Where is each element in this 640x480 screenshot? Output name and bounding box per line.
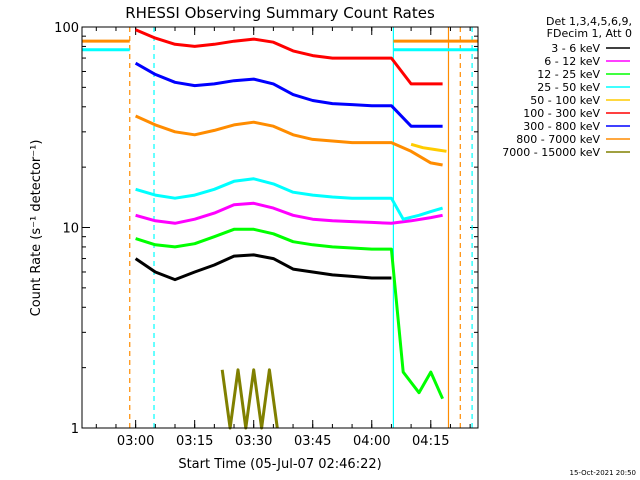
x-tick-label: 04:15 [412,434,449,449]
x-tick-label: 03:30 [235,434,272,449]
series-line-0 [134,253,392,282]
plot-frame [81,26,479,429]
legend-label: 800 - 7000 keV [516,133,600,146]
y-tick-label: 10 [62,222,79,237]
legend-header-line: Det 1,3,4,5,6,9, [546,15,632,28]
legend-label: 3 - 6 keV [551,42,600,55]
legend-label: 12 - 25 keV [537,68,600,81]
x-tick-label: 03:45 [294,434,331,449]
legend-label: 50 - 100 keV [530,94,600,107]
legend-label: 100 - 300 keV [523,107,600,120]
legend-header-line: FDecim 1, Att 0 [547,27,632,40]
series-line-4 [410,142,447,153]
series-line-3 [135,177,444,221]
series-line-1 [135,201,443,225]
footer-timestamp: 15-Oct-2021 20:50 [570,469,636,477]
y-tick-label: 100 [54,21,79,36]
y-tick-label: 1 [71,422,79,437]
legend-label: 6 - 12 keV [544,55,600,68]
x-tick-label: 03:15 [176,434,213,449]
legend-label: 25 - 50 keV [537,81,600,94]
chart-title: RHESSI Observing Summary Count Rates [125,4,435,22]
x-tick-label: 03:00 [117,434,154,449]
series-line-8 [220,368,279,430]
series-line-6 [134,61,443,128]
legend-label: 300 - 800 keV [523,120,600,133]
series-layer [134,28,447,430]
series-line-7 [134,114,443,167]
legend-label: 7000 - 15000 keV [502,146,600,159]
axes-layer: 03:00 03:15 03:30 03:45 04:00 04:15 1 10 100 [54,21,478,449]
x-tick-label: 04:00 [353,434,390,449]
series-line-5 [135,28,443,86]
time-marker-layer [82,27,478,428]
y-axis-label: Count Rate (s⁻¹ detector⁻¹) [29,140,44,317]
series-line-2 [135,227,444,400]
x-axis-label: Start Time (05-Jul-07 02:46:22) [178,457,381,472]
